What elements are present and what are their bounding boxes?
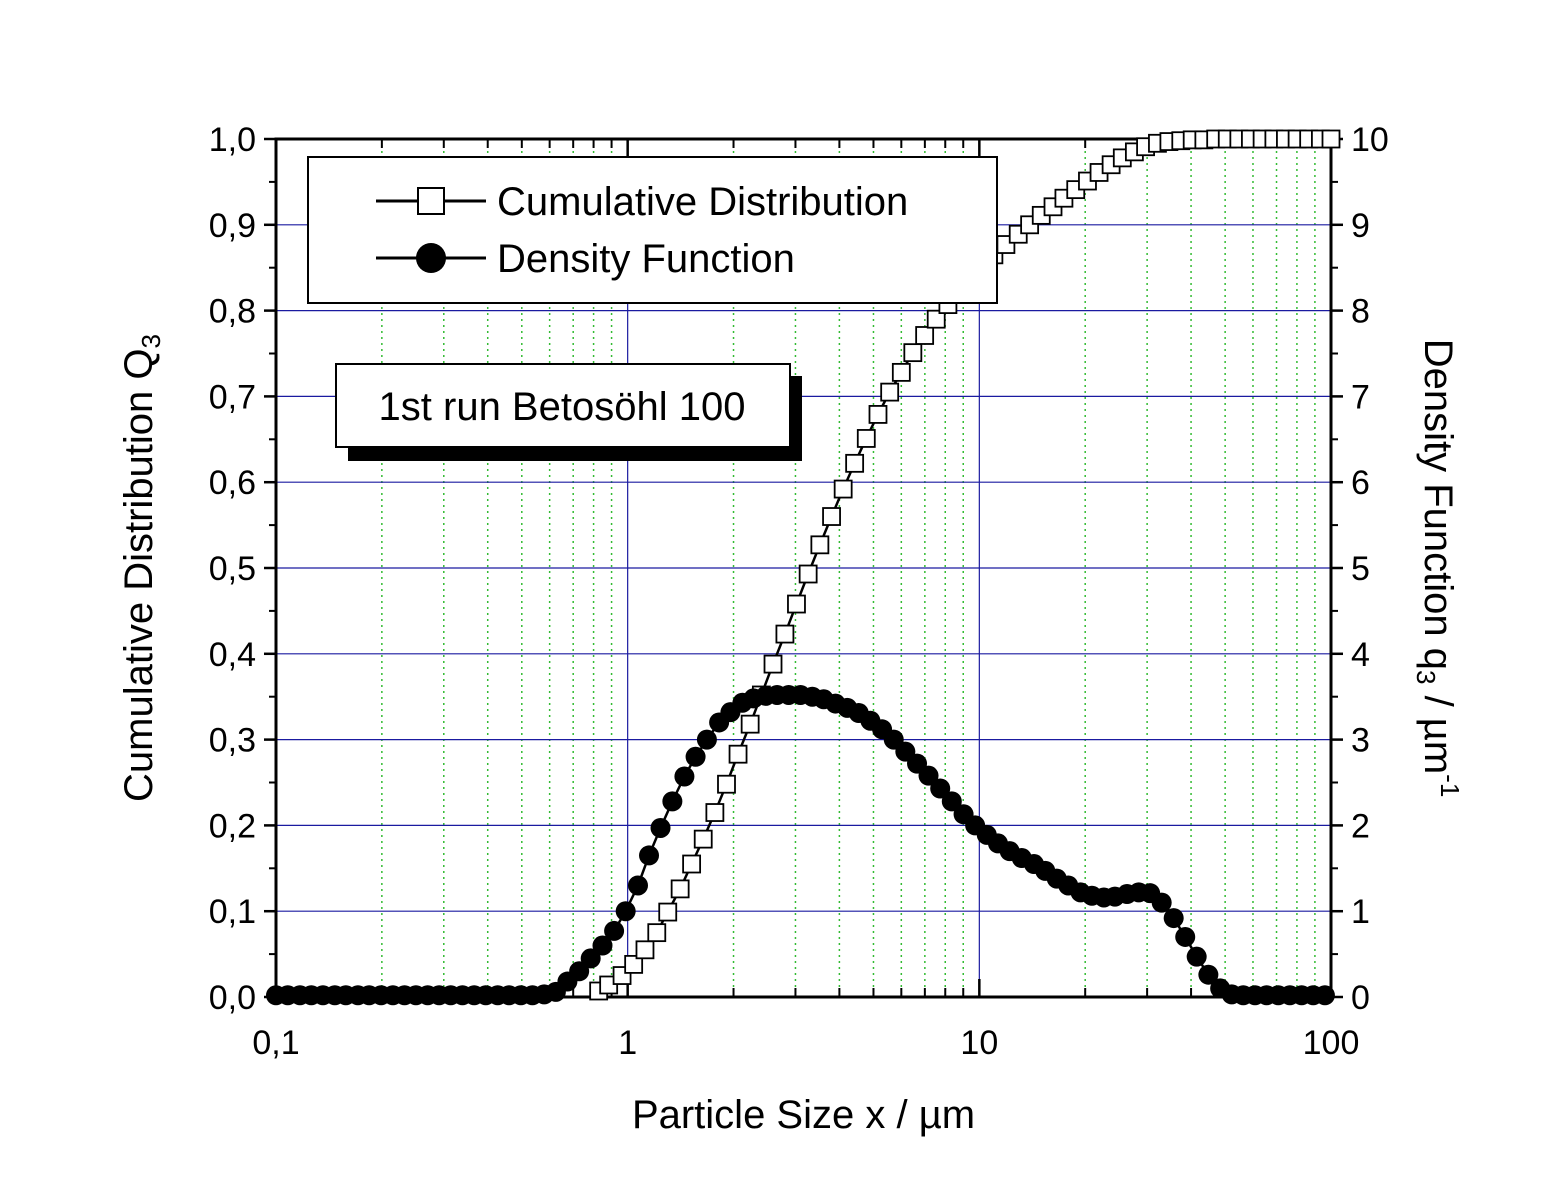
density-point [696, 729, 717, 750]
cumulative-point [635, 940, 655, 960]
legend-entry-cumulative: Cumulative Distribution [376, 180, 908, 224]
cumulative-point [624, 954, 644, 974]
cumulative-point [798, 564, 818, 584]
cumulative-point [926, 309, 946, 329]
y-left-tick-label: 0,1 [209, 893, 256, 931]
legend-label-cumulative: Cumulative Distribution [497, 180, 908, 224]
y-right-tick-label: 8 [1351, 293, 1370, 331]
y-left-tick-label: 0,7 [209, 378, 256, 416]
y-right-tick-label: 3 [1351, 722, 1370, 760]
y-axis-left-label-sub: 3 [136, 334, 166, 348]
density-point [941, 791, 962, 812]
cumulative-point [740, 714, 760, 734]
y-left-tick-label: 1,0 [209, 121, 256, 159]
legend-label-density: Density Function [497, 237, 795, 281]
density-point [569, 961, 590, 982]
density-point [685, 746, 706, 767]
cumulative-point [775, 624, 795, 644]
cumulative-point [810, 535, 830, 555]
cumulative-point [763, 654, 783, 674]
y-left-tick-label: 0,3 [209, 722, 256, 760]
legend-box [307, 156, 998, 304]
y-axis-right-label-sub: 3 [1411, 670, 1441, 684]
cumulative-point [915, 326, 935, 345]
y-axis-right-label-rest: / µm [1416, 684, 1460, 774]
density-point [1198, 964, 1219, 985]
density-point [580, 948, 601, 969]
density-point [639, 845, 660, 866]
density-point [604, 920, 625, 941]
cumulative-point [845, 453, 865, 473]
density-point [930, 778, 951, 799]
density-point [1151, 892, 1172, 913]
x-tick-label: 10 [960, 1024, 998, 1062]
y-right-tick-label: 10 [1351, 121, 1389, 159]
cumulative-point [880, 382, 900, 402]
x-tick-label: 100 [1303, 1024, 1360, 1062]
y-right-tick-label: 4 [1351, 636, 1370, 674]
density-point [918, 765, 939, 786]
density-point [662, 791, 683, 812]
density-point [1175, 926, 1196, 947]
run-annotation: 1st run Betosöhl 100 [335, 363, 802, 461]
cumulative-point [903, 343, 923, 363]
cumulative-point [891, 362, 911, 382]
cumulative-point [647, 923, 667, 943]
y-right-tick-label: 6 [1351, 464, 1370, 502]
annotation-box [335, 363, 791, 448]
y-left-tick-label: 0,2 [209, 807, 256, 845]
density-point [674, 766, 695, 787]
cumulative-point [787, 594, 806, 614]
legend-marker-open-square [417, 187, 445, 215]
density-point [615, 901, 636, 922]
y-left-tick-label: 0,9 [209, 207, 256, 245]
y-right-tick-label: 9 [1351, 207, 1370, 245]
x-tick-label: 0,1 [252, 1024, 299, 1062]
legend-entry-density: Density Function [376, 237, 795, 281]
cumulative-point [822, 507, 841, 526]
y-axis-left-label: Cumulative Distribution Q3 [117, 334, 166, 802]
y-left-tick-label: 0,4 [209, 636, 256, 674]
tick-labels: 0,1 1 10 1000,00,10,20,30,40,50,60,70,80,91… [209, 121, 1389, 1062]
y-left-tick-label: 0,0 [209, 979, 256, 1017]
y-right-tick-label: 0 [1351, 979, 1370, 1017]
cumulative-point [670, 879, 690, 899]
x-tick-label: 1 [618, 1024, 637, 1062]
y-left-tick-label: 0,8 [209, 293, 256, 331]
density-point [1163, 908, 1184, 929]
y-right-tick-label: 5 [1351, 550, 1370, 588]
y-axis-right-label-sup: -1 [1435, 774, 1465, 797]
cumulative-point [693, 829, 713, 849]
density-point [1314, 985, 1335, 1006]
density-point [650, 817, 671, 838]
legend-marker-filled-circle [416, 243, 446, 273]
y-right-tick-label: 1 [1351, 893, 1370, 931]
y-axis-left-label-main: Cumulative Distribution Q [117, 348, 161, 802]
cumulative-point [658, 902, 678, 922]
legend: Cumulative Distribution Density Function [307, 156, 998, 304]
cumulative-point [717, 774, 736, 794]
x-axis-label: Particle Size x / µm [632, 1093, 975, 1137]
cumulative-point [833, 479, 853, 499]
y-left-tick-label: 0,5 [209, 550, 256, 588]
cumulative-point [728, 744, 748, 764]
density-point [627, 875, 648, 896]
y-right-tick-label: 7 [1351, 378, 1370, 416]
annotation-text: 1st run Betosöhl 100 [379, 385, 746, 429]
cumulative-point [1321, 129, 1341, 149]
y-axis-right-label: Density Function q3 / µm-1 [1411, 339, 1465, 798]
cumulative-point [856, 429, 876, 448]
cumulative-point [682, 854, 702, 874]
y-right-tick-label: 2 [1351, 807, 1370, 845]
cumulative-point [705, 803, 725, 822]
cumulative-point [868, 405, 888, 424]
density-point [592, 935, 613, 956]
density-point [1186, 946, 1207, 967]
grid-lines [276, 139, 1331, 997]
y-axis-right-label-main: Density Function q [1416, 339, 1460, 670]
y-left-tick-label: 0,6 [209, 464, 256, 502]
